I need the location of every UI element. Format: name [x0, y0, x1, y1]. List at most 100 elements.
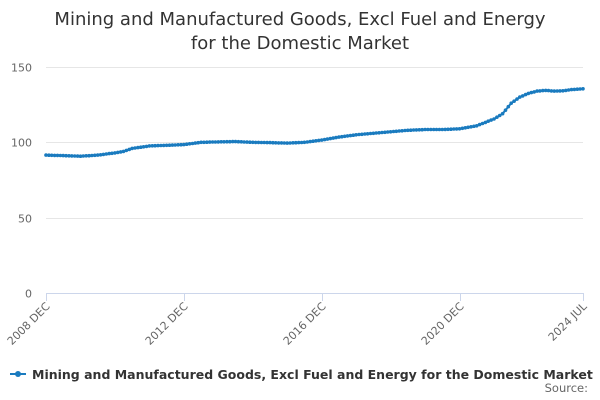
data-point — [52, 153, 57, 158]
data-point — [222, 140, 226, 144]
data-point — [61, 153, 65, 158]
data-point — [147, 144, 152, 148]
data-point — [414, 128, 419, 132]
data-point — [440, 127, 445, 132]
data-point — [515, 97, 519, 101]
data-point — [104, 152, 109, 156]
data-point — [219, 140, 223, 144]
data-point — [509, 101, 513, 105]
data-point — [55, 153, 60, 158]
source-label: Source: — [544, 381, 588, 395]
data-point — [411, 128, 416, 132]
data-point — [90, 153, 94, 158]
data-point — [256, 140, 261, 145]
data-point — [245, 140, 249, 144]
data-point — [113, 151, 117, 155]
axis-layer — [46, 293, 584, 301]
data-point — [193, 141, 198, 145]
legend-label: Mining and Manufactured Goods, Excl Fuel… — [32, 366, 593, 382]
data-point — [480, 121, 485, 126]
data-point — [179, 142, 183, 147]
data-point — [242, 140, 246, 144]
data-point — [230, 139, 235, 144]
data-point — [173, 143, 177, 147]
data-point — [474, 124, 479, 128]
data-point — [518, 95, 522, 99]
x-tick-labels: 2008 DEC 2012 DEC 2016 DEC 2020 DEC 2024 JUL — [5, 299, 590, 347]
data-point — [317, 138, 321, 143]
data-point — [225, 139, 229, 144]
data-point — [385, 130, 390, 134]
data-point — [95, 153, 100, 157]
grid-layer — [46, 67, 583, 219]
data-point — [543, 88, 548, 93]
data-point — [302, 140, 307, 145]
data-point — [363, 132, 367, 136]
y-tick-label: 150 — [11, 62, 32, 75]
data-point — [368, 131, 373, 136]
data-point — [532, 90, 536, 94]
data-point — [156, 143, 160, 148]
data-point — [434, 127, 439, 132]
data-point — [512, 99, 516, 103]
data-point — [308, 139, 313, 144]
data-point — [78, 154, 83, 158]
data-point — [452, 127, 456, 131]
data-point — [469, 125, 473, 129]
data-point — [268, 140, 272, 145]
data-point — [417, 128, 422, 132]
data-point — [437, 127, 442, 132]
data-point — [233, 139, 238, 144]
data-point — [403, 128, 407, 133]
data-point — [239, 140, 244, 144]
data-point — [443, 127, 448, 132]
data-point — [552, 89, 557, 93]
data-point — [365, 132, 370, 136]
data-point — [164, 143, 169, 148]
data-point — [431, 127, 436, 132]
data-point — [259, 140, 264, 145]
data-point — [328, 136, 333, 141]
data-point — [558, 89, 562, 93]
data-point — [44, 153, 48, 157]
data-point — [460, 126, 465, 131]
data-point — [305, 140, 310, 144]
data-point — [299, 140, 304, 145]
data-point — [541, 88, 545, 93]
data-point — [253, 140, 258, 145]
data-point — [497, 113, 502, 118]
data-point — [546, 88, 551, 93]
data-point — [314, 139, 318, 143]
data-point — [70, 154, 74, 158]
data-point — [561, 89, 565, 93]
data-point — [454, 127, 459, 131]
data-point — [357, 132, 361, 137]
data-point — [334, 135, 338, 140]
data-point — [251, 140, 255, 145]
data-point — [121, 149, 126, 154]
data-point — [406, 128, 410, 133]
data-point — [549, 89, 554, 93]
data-point — [288, 141, 292, 145]
data-point — [351, 133, 356, 137]
data-point — [72, 154, 77, 158]
data-point — [47, 153, 51, 157]
data-point — [116, 150, 120, 155]
data-point — [150, 144, 155, 148]
data-point — [184, 142, 189, 146]
data-point — [569, 87, 574, 92]
data-point — [199, 140, 203, 145]
legend[interactable]: Mining and Manufactured Goods, Excl Fuel… — [10, 366, 593, 382]
data-point — [67, 154, 71, 158]
data-point — [423, 127, 427, 132]
data-point — [75, 154, 80, 158]
data-point — [400, 129, 404, 133]
data-point — [429, 127, 433, 132]
data-point — [58, 153, 63, 158]
data-point — [374, 131, 379, 135]
data-point — [520, 94, 525, 98]
data-point — [87, 153, 91, 158]
data-point — [139, 145, 143, 149]
y-tick-labels: 0 50 100 150 — [11, 62, 32, 301]
